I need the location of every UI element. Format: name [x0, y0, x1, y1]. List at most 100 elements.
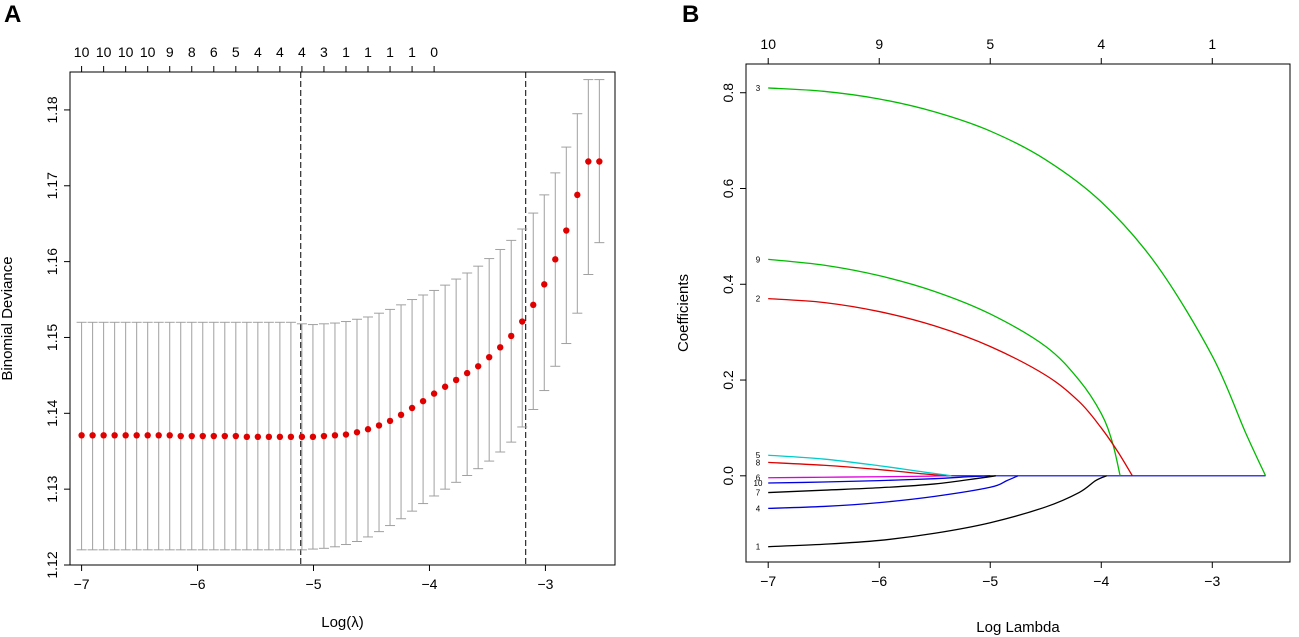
- deviance-point: [133, 432, 140, 439]
- x-tick-label: −5: [982, 573, 998, 589]
- deviance-point: [144, 432, 151, 439]
- x-tick-label: −4: [421, 576, 437, 592]
- coef-label-8: 8: [756, 458, 761, 467]
- deviance-point: [430, 390, 438, 397]
- x-tick-label: −5: [306, 576, 322, 592]
- coef-label-4: 4: [756, 504, 761, 513]
- x-tick-label: −7: [74, 576, 90, 592]
- deviance-point: [287, 433, 295, 441]
- y-tick-label: 1.15: [44, 324, 60, 351]
- deviance-point: [320, 432, 328, 440]
- coef-label-3: 3: [756, 84, 761, 93]
- deviance-point: [254, 433, 262, 441]
- top-tick-label: 10: [96, 44, 112, 60]
- deviance-point: [408, 404, 416, 412]
- y-tick-label: 1.16: [44, 248, 60, 275]
- deviance-point: [485, 353, 493, 361]
- deviance-point: [585, 158, 592, 165]
- deviance-point: [177, 432, 184, 440]
- top-tick-label: 10: [760, 36, 776, 52]
- top-tick-label: 1: [1208, 36, 1216, 52]
- coef-path-7: [768, 475, 996, 494]
- deviance-point: [298, 433, 306, 441]
- x-tick-label: −7: [760, 573, 776, 589]
- top-tick-label: 1: [408, 44, 416, 60]
- coef-path-5: [768, 454, 952, 477]
- coef-label-2: 2: [756, 295, 761, 304]
- deviance-point: [452, 376, 460, 384]
- deviance-point: [552, 256, 559, 263]
- top-tick-label: 8: [188, 44, 196, 60]
- deviance-point: [497, 344, 504, 351]
- top-tick-label: 10: [140, 44, 156, 60]
- top-tick-label: 3: [320, 44, 328, 60]
- top-tick-label: 5: [232, 44, 240, 60]
- deviance-point: [508, 332, 515, 340]
- deviance-point: [530, 301, 537, 309]
- y-tick-label: 0.8: [720, 83, 736, 103]
- panel-b-coefficient-chart: −7 −6 −5 −4 −3 0.0 0.2 0.4 0.6 0.8 10 9 5 4 1 Log Lambd…: [675, 36, 1291, 636]
- deviance-point: [100, 432, 107, 439]
- deviance-point: [232, 432, 240, 440]
- deviance-point: [89, 432, 96, 439]
- y-tick-label: 1.12: [44, 551, 60, 578]
- deviance-point: [397, 411, 405, 419]
- top-tick-label: 1: [386, 44, 394, 60]
- y-tick-label: 1.13: [44, 475, 60, 502]
- x-axis-title: Log Lambda: [976, 619, 1060, 636]
- y-axis-title: Coefficients: [675, 274, 692, 352]
- deviance-point: [309, 433, 317, 441]
- y-tick-label: 1.17: [44, 172, 60, 199]
- coef-label-10: 10: [754, 479, 763, 488]
- y-tick-label: 0.6: [720, 179, 736, 199]
- y-tick-label: 1.18: [44, 96, 60, 123]
- deviance-point: [155, 432, 162, 439]
- x-axis-title: Log(λ): [321, 614, 364, 631]
- deviance-point: [563, 227, 570, 234]
- coef-path-9: [768, 258, 1121, 476]
- coef-path-4: [768, 475, 1019, 510]
- y-tick-label: 0.2: [720, 370, 736, 390]
- deviance-point: [441, 383, 449, 390]
- x-tick-label: −6: [190, 576, 206, 592]
- deviance-point: [541, 281, 548, 288]
- top-tick-label: 4: [254, 44, 262, 60]
- y-tick-label: 0.4: [720, 274, 736, 294]
- coef-path-10: [768, 475, 991, 484]
- top-tick-label: 10: [74, 44, 90, 60]
- deviance-point: [519, 318, 526, 325]
- deviance-point: [596, 158, 603, 165]
- x-tick-label: −6: [871, 573, 887, 589]
- coef-label-9: 9: [756, 255, 761, 264]
- deviance-point: [474, 363, 482, 370]
- coef-path-6: [768, 475, 946, 479]
- top-tick-label: 1: [342, 44, 350, 60]
- top-tick-label: 4: [276, 44, 284, 60]
- top-tick-label: 0: [430, 44, 438, 60]
- deviance-point: [243, 433, 251, 441]
- panel-a-letter: A: [4, 1, 21, 28]
- deviance-point: [386, 417, 394, 425]
- top-tick-label: 6: [210, 44, 218, 60]
- top-tick-label: 5: [986, 36, 994, 52]
- deviance-point: [463, 369, 471, 377]
- deviance-point: [111, 432, 118, 439]
- x-tick-label: −4: [1093, 573, 1109, 589]
- x-tick-label: −3: [537, 576, 553, 592]
- deviance-point: [331, 432, 339, 439]
- deviance-point: [375, 422, 383, 429]
- panel-b-letter: B: [682, 1, 699, 28]
- deviance-point: [276, 433, 284, 441]
- coef-label-1: 1: [756, 543, 761, 552]
- deviance-point: [574, 191, 581, 199]
- top-tick-label: 9: [166, 44, 174, 60]
- coef-label-5: 5: [756, 451, 761, 460]
- deviance-point: [265, 433, 273, 441]
- top-tick-label: 10: [118, 44, 134, 60]
- coef-path-3: [768, 87, 1267, 477]
- y-tick-label: 0.0: [720, 466, 736, 486]
- deviance-point: [210, 432, 217, 440]
- deviance-point: [166, 432, 173, 439]
- deviance-point: [188, 432, 195, 440]
